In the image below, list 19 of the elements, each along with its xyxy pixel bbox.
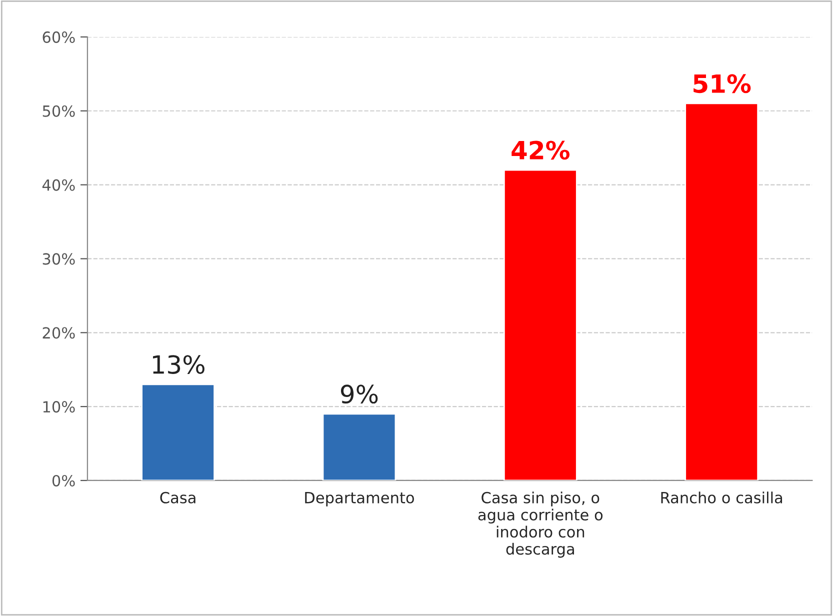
y-tick-label: 30% [42,253,75,265]
bar [684,102,759,480]
y-tick-label: 0% [52,474,75,486]
bar [141,384,215,480]
y-tick-label: 20% [42,327,75,339]
x-tick-label: Casa [160,492,196,504]
bar [503,169,578,480]
y-tick-label: 50% [42,105,75,117]
data-label: 51% [694,74,751,94]
data-label: 42% [512,140,570,160]
bar [322,413,396,480]
data-label: 9% [340,384,378,404]
y-tick-label: 60% [42,31,75,43]
y-tick-label: 40% [42,179,75,191]
data-label: 13% [153,355,204,374]
y-tick-label: 10% [43,401,75,413]
x-tick-label: Rancho o casilla [661,492,782,504]
x-tick-label: Casa sin piso, o agua corriente o inodoro con descarga [478,492,603,558]
x-tick-label: Departamento [305,492,414,506]
